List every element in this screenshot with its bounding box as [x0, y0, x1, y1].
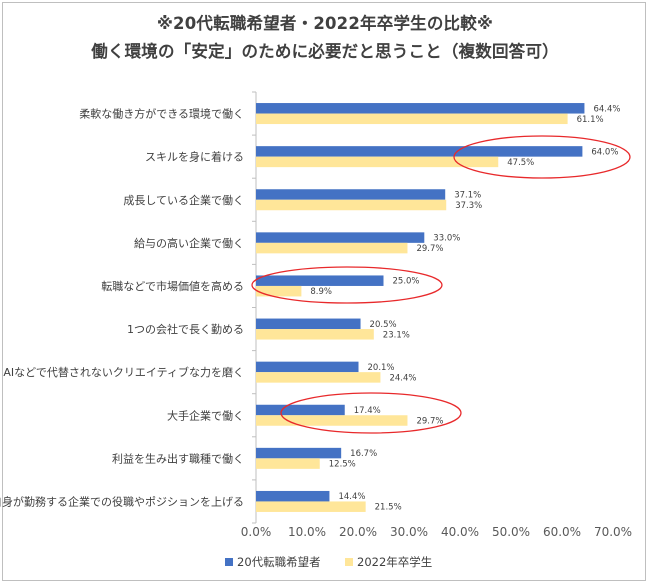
data-label: 64.0% [591, 147, 618, 157]
bar [256, 372, 381, 383]
data-label: 37.1% [454, 191, 481, 201]
chart-title: ※20代転職希望者・2022年卒学生の比較※ [156, 14, 494, 33]
bar [256, 285, 302, 297]
data-label: 17.4% [354, 406, 381, 416]
bar [256, 275, 384, 286]
data-label: 29.7% [416, 244, 443, 254]
x-tick-label: 0.0% [241, 525, 272, 539]
legend-swatch [345, 558, 353, 566]
category-label: 利益を生み出す職種で働く [112, 451, 244, 465]
data-label: 21.5% [375, 503, 402, 513]
legend-label: 2022年卒学生 [357, 555, 432, 569]
highlight-ellipse [280, 392, 462, 434]
bar [256, 404, 345, 416]
bar [256, 415, 408, 426]
x-tick-label: 50.0% [492, 525, 530, 539]
data-label: 47.5% [507, 158, 534, 168]
bar [256, 318, 361, 330]
legend-label: 20代転職希望者 [237, 555, 321, 569]
bar [256, 156, 499, 168]
data-label: 29.7% [416, 417, 443, 427]
bar [256, 232, 425, 243]
bar [256, 199, 447, 211]
legend-swatch [225, 558, 233, 566]
data-label: 25.0% [393, 277, 420, 287]
bar [256, 490, 330, 502]
data-label: 23.1% [383, 330, 410, 340]
data-label: 24.4% [389, 373, 416, 383]
category-label: AIなどで代替されないクリエイティブな力を磨く [3, 365, 244, 379]
data-label: 33.0% [433, 234, 460, 244]
data-label: 12.5% [329, 460, 356, 470]
bar [256, 103, 585, 114]
category-label: 転職などで市場価値を高める [101, 279, 244, 293]
data-label: 8.9% [310, 287, 332, 297]
bar [256, 458, 320, 469]
category-label: 成長している企業で働く [123, 193, 244, 207]
data-label: 16.7% [350, 449, 377, 459]
data-label: 61.1% [577, 115, 604, 125]
category-label: 柔軟な働き方ができる環境で働く [79, 107, 244, 121]
category-label: 自身が勤務する企業での役職やポジションを上げる [0, 494, 244, 508]
x-tick-label: 70.0% [594, 525, 632, 539]
data-label: 37.3% [455, 201, 482, 211]
bar [256, 189, 446, 200]
x-tick-label: 30.0% [390, 525, 428, 539]
data-label: 64.4% [593, 104, 620, 114]
bar [256, 329, 374, 340]
bar [256, 113, 568, 125]
highlight-ellipse [251, 266, 443, 304]
bar [256, 447, 342, 459]
bar [256, 361, 359, 373]
x-tick-label: 20.0% [339, 525, 377, 539]
chart-subtitle: 働く環境の「安定」のために必要だと思うこと（複数回答可） [91, 42, 559, 61]
x-tick-label: 10.0% [288, 525, 326, 539]
category-label: 給与の高い企業で働く [134, 236, 244, 250]
x-tick-label: 60.0% [543, 525, 581, 539]
x-tick-label: 40.0% [441, 525, 479, 539]
highlight-ellipse [453, 135, 631, 179]
category-label: スキルを身に着ける [145, 150, 244, 164]
bar [256, 242, 408, 254]
data-label: 20.5% [370, 320, 397, 330]
data-label: 14.4% [338, 492, 365, 502]
bar [256, 501, 366, 512]
bar [256, 146, 583, 157]
data-label: 20.1% [368, 363, 395, 373]
category-label: 大手企業で働く [167, 408, 244, 422]
category-label: 1つの会社で長く勤める [127, 322, 244, 336]
